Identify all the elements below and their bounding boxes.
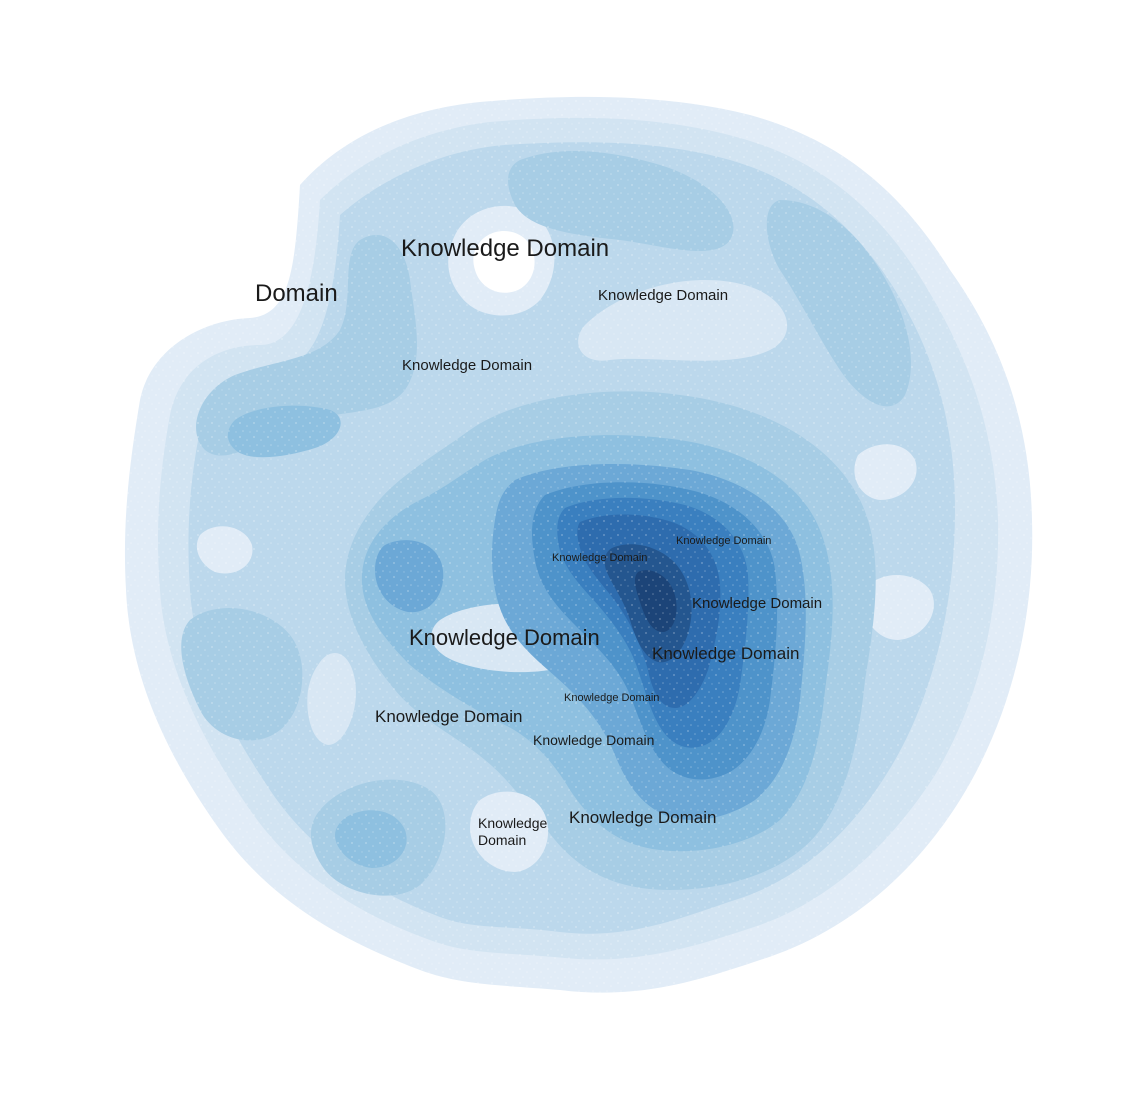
speckle-texture xyxy=(124,96,1033,993)
label-kd-center-tiny: Knowledge Domain xyxy=(564,692,659,704)
label-kd-top-right: Knowledge Domain xyxy=(598,287,728,304)
label-kd-bottom-right: Knowledge Domain xyxy=(569,808,716,827)
label-kd-center-small-a: Knowledge Domain xyxy=(552,552,647,564)
label-kd-bottom-wrapped-line2: Domain xyxy=(478,832,526,848)
label-kd-right-mid: Knowledge Domain xyxy=(692,595,822,612)
label-kd-right-lower: Knowledge Domain xyxy=(652,644,799,663)
label-kd-center-lower: Knowledge Domain xyxy=(533,732,654,748)
label-kd-top-large: Knowledge Domain xyxy=(401,235,609,262)
label-kd-center-large: Knowledge Domain xyxy=(409,625,600,650)
label-domain-top-left: Domain xyxy=(255,280,338,307)
label-kd-bottom-wrapped-line1: Knowledge xyxy=(478,815,547,831)
label-kd-upper-left: Knowledge Domain xyxy=(402,357,532,374)
label-kd-left-lower: Knowledge Domain xyxy=(375,707,522,726)
label-kd-center-small-b: Knowledge Domain xyxy=(676,535,771,547)
